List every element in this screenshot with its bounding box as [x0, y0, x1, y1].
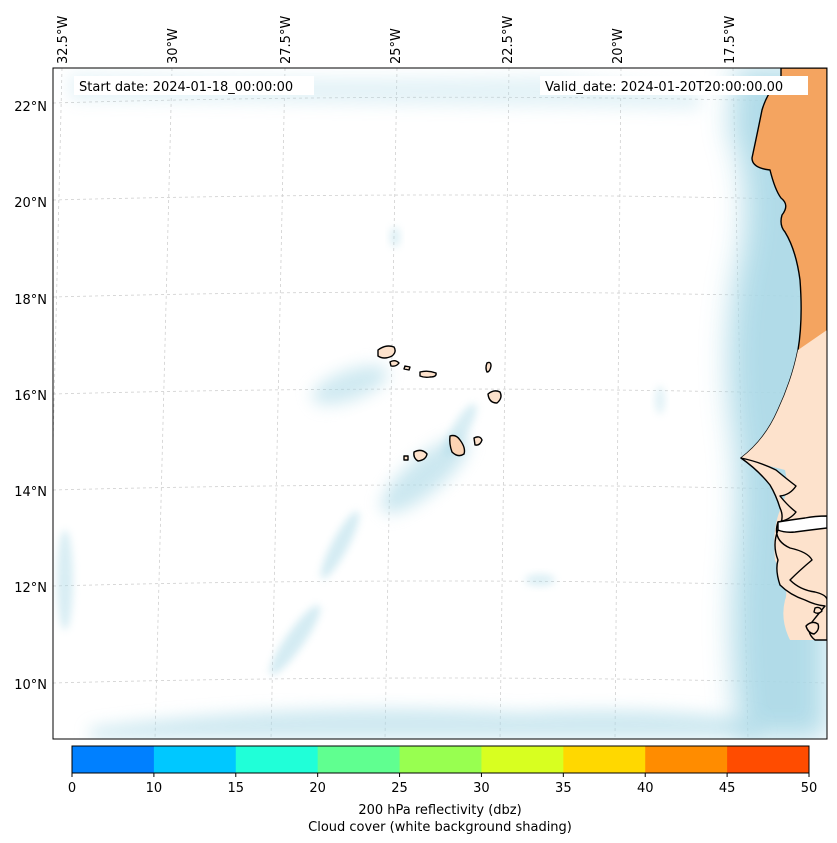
colorbar-tick-label-40: 40 [637, 781, 654, 796]
meridian-27-5w [270, 68, 286, 739]
cloud-patch-islands-north [312, 365, 388, 405]
bijagos-island-2 [813, 606, 823, 614]
cabo-verde-santiago [449, 434, 466, 457]
cabo-verde-sao-nicolau [419, 370, 437, 379]
lon-label-25w: 25°W [389, 28, 404, 64]
valid-date-box [540, 76, 808, 95]
cabo-verde-sao-vicente [389, 360, 400, 367]
start-date-box [74, 76, 314, 95]
meridian-22-5w [499, 68, 510, 739]
parallel-12n [53, 580, 827, 587]
meridian-30w [154, 68, 173, 739]
longitude-labels: 32.5°W 30°W 27.5°W 25°W 22.5°W 20°W 17.5… [56, 16, 738, 64]
lat-label-18n: 18°N [14, 293, 47, 308]
gambia-river-notch [777, 515, 827, 533]
colorbar-tick-label-30: 30 [473, 781, 490, 796]
colorbar-tick-label-45: 45 [719, 781, 736, 796]
colorbar-cell-8 [727, 746, 810, 773]
valid-date-label: Valid_date: 2024-01-20T20:00:00.00 [545, 80, 783, 95]
colorbar-frame [71, 745, 810, 774]
parallel-10n [53, 677, 827, 684]
cloud-streak-2 [269, 605, 321, 675]
meridian-20w [614, 68, 622, 739]
cabo-verde-santo-antao [377, 345, 396, 359]
lon-label-22-5w: 22.5°W [501, 16, 516, 64]
lat-label-12n: 12°N [14, 581, 47, 596]
colorbar-tick-label-10: 10 [146, 781, 163, 796]
cabo-verde-maio [473, 436, 483, 446]
cabo-verde-fogo [413, 449, 428, 462]
parallel-18n [53, 291, 827, 298]
colorbar-cell-2 [235, 746, 319, 773]
parallel-20n [53, 194, 827, 201]
colorbar-tick-label-0: 0 [68, 781, 76, 796]
colorbar-label-cloud-cover: Cloud cover (white background shading) [308, 820, 572, 835]
colorbar-tick-label-25: 25 [391, 781, 408, 796]
cabo-verde-boa-vista [487, 390, 502, 404]
cloud-streak-3 [57, 530, 73, 630]
colorbar-tick-label-35: 35 [555, 781, 572, 796]
colorbar-cells [72, 746, 810, 773]
colorbar-cell-7 [645, 746, 728, 773]
colorbar-cell-3 [317, 746, 401, 773]
parallel-16n [53, 388, 827, 395]
lat-label-16n: 16°N [14, 389, 47, 404]
parallel-14n [53, 484, 827, 491]
colorbar-ticks: 0 10 15 20 25 30 35 40 45 50 [68, 773, 817, 796]
lat-label-14n: 14°N [14, 485, 47, 500]
lon-label-30w: 30°W [166, 28, 181, 64]
lat-label-22n: 22°N [14, 100, 47, 115]
colorbar-cell-5 [481, 746, 564, 773]
lat-label-10n: 10°N [14, 678, 47, 693]
cloud-band-south [90, 708, 760, 739]
colorbar-tick-label-20: 20 [309, 781, 326, 796]
colorbar-cell-1 [153, 746, 237, 773]
lon-label-27-5w: 27.5°W [279, 16, 294, 64]
cloud-streak-1 [320, 511, 360, 579]
lon-label-17-5w: 17.5°W [723, 16, 738, 64]
cabo-verde-santa-luzia [403, 365, 411, 371]
cloud-streak-6 [525, 574, 555, 586]
lat-label-20n: 20°N [14, 196, 47, 211]
cloud-streak-7 [655, 386, 665, 414]
colorbar-label-reflectivity: 200 hPa reflectivity (dbz) [358, 803, 521, 818]
cabo-verde-sal [485, 361, 492, 373]
start-date-label: Start date: 2024-01-18_00:00:00 [79, 80, 293, 95]
map-panel [53, 68, 827, 739]
colorbar: 0 10 15 20 25 30 35 40 45 50 200 hPa reflectivity… [68, 745, 817, 835]
ocean-background [53, 68, 827, 739]
cloud-streak-5 [390, 227, 400, 247]
colorbar-tick-label-50: 50 [801, 781, 818, 796]
colorbar-cell-4 [399, 746, 482, 773]
map-frame [52, 67, 828, 740]
lon-label-32-5w: 32.5°W [56, 16, 71, 64]
lon-label-20w: 20°W [611, 28, 626, 64]
bijagos-island-1 [805, 621, 820, 635]
cabo-verde-brava [403, 455, 409, 461]
meridian-25w [384, 68, 398, 739]
colorbar-tick-label-15: 15 [228, 781, 245, 796]
latitude-labels: 22°N 20°N 18°N 16°N 14°N 12°N 10°N [14, 100, 47, 693]
senegal-gambia-coast [740, 457, 827, 641]
land-masses [377, 68, 827, 641]
colorbar-cell-6 [563, 746, 646, 773]
colorbar-cell-0 [72, 746, 155, 773]
